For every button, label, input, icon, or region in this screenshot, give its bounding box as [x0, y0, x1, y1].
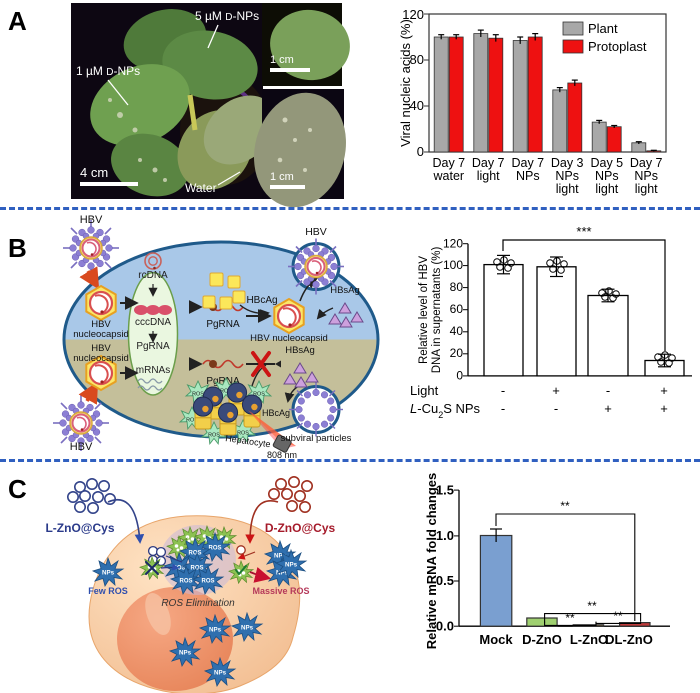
svg-text:**: **: [587, 599, 597, 613]
svg-text:HBcAg: HBcAg: [262, 408, 290, 418]
svg-text:Day 3: Day 3: [551, 156, 584, 170]
svg-text:-: -: [554, 401, 558, 416]
svg-text:L-Cu2S NPs: L-Cu2S NPs: [410, 401, 481, 420]
svg-text:HBV: HBV: [70, 441, 93, 453]
svg-text:Relative level of HBV: Relative level of HBV: [418, 256, 430, 364]
svg-text:Plant: Plant: [588, 21, 618, 36]
svg-text:L-ZnO: L-ZnO: [570, 632, 608, 647]
svg-text:Hepatocyte: Hepatocyte: [225, 433, 271, 449]
svg-text:water: water: [433, 169, 465, 183]
svg-text:rcDNA: rcDNA: [138, 270, 168, 281]
svg-text:PgRNA: PgRNA: [136, 341, 170, 352]
svg-text:**: **: [613, 609, 623, 623]
svg-text:40: 40: [450, 324, 464, 338]
svg-text:Light: Light: [410, 383, 439, 398]
svg-text:light: light: [556, 182, 579, 196]
svg-text:Relative mRNA fold changes: Relative mRNA fold changes: [424, 473, 439, 650]
svg-text:Protoplast: Protoplast: [588, 39, 647, 54]
svg-text:+: +: [604, 401, 612, 416]
svg-text:light: light: [477, 169, 500, 183]
svg-text:nucleocapsid: nucleocapsid: [73, 329, 128, 340]
svg-text:mRNAs: mRNAs: [136, 365, 170, 376]
svg-text:-: -: [501, 383, 505, 398]
svg-text:subviral particles: subviral particles: [281, 433, 352, 444]
svg-text:+: +: [660, 383, 668, 398]
svg-text:HBV: HBV: [305, 226, 327, 238]
svg-text:100: 100: [443, 258, 463, 272]
svg-text:0: 0: [456, 369, 463, 383]
svg-text:+: +: [660, 401, 668, 416]
svg-text:Few ROS: Few ROS: [88, 586, 128, 596]
svg-text:Mock: Mock: [479, 632, 513, 647]
svg-text:**: **: [560, 499, 570, 513]
svg-text:Viral nucleic acids (%): Viral nucleic acids (%): [398, 19, 413, 147]
svg-text:HBsAg: HBsAg: [330, 285, 360, 296]
svg-text:**: **: [565, 611, 575, 625]
svg-text:HBV nucleocapsid: HBV nucleocapsid: [250, 333, 328, 344]
svg-text:NPs: NPs: [634, 169, 658, 183]
svg-text:PgRNA: PgRNA: [206, 319, 240, 330]
svg-text:ROS Elimination: ROS Elimination: [161, 598, 235, 609]
svg-text:Massive ROS: Massive ROS: [252, 586, 309, 596]
svg-text:20: 20: [450, 346, 464, 360]
svg-text:80: 80: [450, 280, 464, 294]
svg-text:D-ZnO@Cys: D-ZnO@Cys: [265, 521, 336, 535]
svg-text:light: light: [595, 182, 618, 196]
svg-text:Day 5: Day 5: [590, 156, 623, 170]
svg-text:NPs: NPs: [555, 169, 579, 183]
svg-text:120: 120: [443, 237, 463, 251]
svg-text:60: 60: [450, 302, 464, 316]
svg-text:Day 7: Day 7: [630, 156, 663, 170]
svg-text:HBV: HBV: [80, 214, 103, 226]
svg-text:+: +: [552, 383, 560, 398]
svg-text:***: ***: [576, 224, 591, 239]
svg-text:-: -: [501, 401, 505, 416]
svg-text:HBsAg: HBsAg: [285, 345, 315, 356]
svg-text:NPs: NPs: [516, 169, 540, 183]
svg-text:L-ZnO@Cys: L-ZnO@Cys: [45, 521, 114, 535]
svg-text:light: light: [635, 182, 658, 196]
svg-text:D-ZnO: D-ZnO: [522, 632, 562, 647]
svg-text:nucleocapsid: nucleocapsid: [73, 353, 128, 364]
svg-text:Day 7: Day 7: [472, 156, 505, 170]
svg-text:0: 0: [417, 144, 424, 159]
svg-text:DL-ZnO: DL-ZnO: [605, 632, 653, 647]
svg-text:Day 7: Day 7: [511, 156, 544, 170]
svg-text:NPs: NPs: [595, 169, 619, 183]
svg-text:DNA in supernatants (%): DNA in supernatants (%): [431, 247, 443, 374]
svg-text:HBcAg: HBcAg: [246, 295, 277, 306]
svg-text:Day 7: Day 7: [432, 156, 465, 170]
svg-text:-: -: [606, 383, 610, 398]
svg-text:cccDNA: cccDNA: [135, 317, 171, 328]
